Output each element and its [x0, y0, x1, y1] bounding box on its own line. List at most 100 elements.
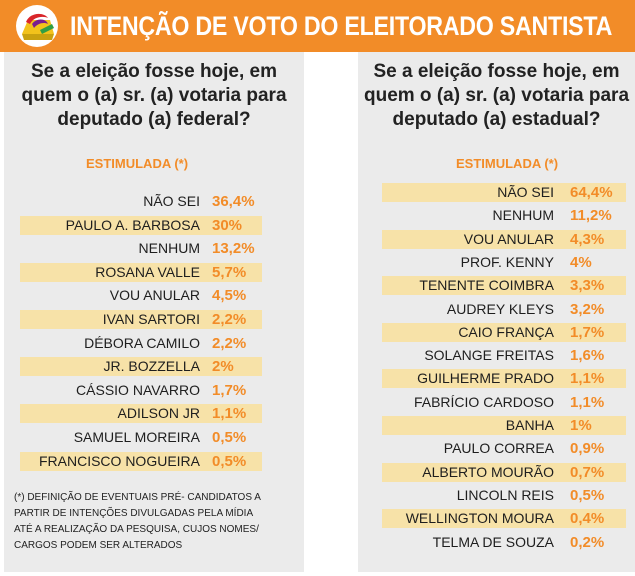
federal-question: Se a eleição fosse hoje, em quem o (a) sr…: [4, 60, 304, 132]
table-row: SAMUEL MOREIRA 0,5%: [4, 428, 304, 447]
candidate-name: NÃO SEI: [497, 184, 554, 200]
vote-percentage: 1,1%: [212, 405, 247, 423]
candidate-name: IVAN SARTORI: [102, 311, 200, 327]
row-highlight: [382, 183, 626, 202]
vote-percentage: 3,3%: [570, 277, 605, 295]
table-row: NÃO SEI 64,4%: [358, 183, 635, 202]
row-highlight: [382, 416, 626, 435]
table-row: NENHUM 11,2%: [358, 206, 635, 225]
table-row: VOU ANULAR 4,3%: [358, 229, 635, 249]
vote-percentage: 3,2%: [570, 300, 605, 318]
footnote-line: ATÉ A REALIZAÇÃO DA PESQUISA, CUJOS NOME…: [14, 524, 259, 535]
footnote-line: PARTIR DE INTENÇÕES DIVULGADAS PELA MÍDI…: [14, 508, 254, 519]
candidate-name: GUILHERME PRADO: [417, 370, 554, 387]
table-row: VOU ANULAR 4,5%: [4, 286, 304, 305]
vote-percentage: 13,2%: [212, 240, 255, 258]
candidate-name: PAULO A. BARBOSA: [65, 216, 200, 233]
table-row: DÉBORA CAMILO 2,2%: [4, 334, 304, 353]
footnote-line: CARGOS PODEM SER ALTERADOS: [14, 540, 183, 551]
candidate-name: PROF. KENNY: [460, 253, 554, 270]
vote-percentage: 1,1%: [570, 370, 605, 388]
vote-percentage: 1,7%: [570, 323, 605, 341]
row-highlight: [20, 404, 262, 424]
candidate-name: ROSANA VALLE: [95, 263, 200, 280]
estadual-panel: Se a eleição fosse hoje, em quem o (a) sr…: [358, 52, 635, 572]
row-highlight: [20, 357, 262, 377]
table-row: TELMA DE SOUZA 0,2%: [358, 533, 635, 552]
table-row: PAULO A. BARBOSA 30%: [4, 215, 304, 235]
vote-percentage: 5,7%: [212, 263, 247, 281]
vote-percentage: 2,2%: [212, 311, 247, 328]
federal-question-line: quem o (a) sr. (a) votaria para: [21, 85, 287, 106]
header-bar: INTENÇÃO DE VOTO DO ELEITORADO SANTISTA: [0, 0, 635, 52]
candidate-name: VOU ANULAR: [109, 287, 200, 304]
candidate-name: SOLANGE FREITAS: [424, 347, 554, 364]
table-row: AUDREY KLEYS 3,2%: [358, 300, 635, 319]
candidate-name: NENHUM: [138, 240, 200, 257]
row-highlight: [20, 262, 262, 282]
vote-percentage: 36,4%: [212, 193, 255, 210]
vote-percentage: 4%: [570, 253, 592, 271]
vote-percentage: 0,5%: [570, 486, 605, 504]
candidate-name: PAULO CORREA: [443, 440, 554, 457]
federal-question-line: deputado (a) federal?: [57, 109, 251, 130]
estadual-question: Se a eleição fosse hoje, em quem o (a) sr…: [358, 60, 635, 132]
candidate-name: NÃO SEI: [143, 193, 200, 209]
candidate-name: FABRÍCIO CARDOSO: [413, 393, 554, 410]
footnote-line: (*) DEFINIÇÃO DE EVENTUAIS PRÉ- CANDIDAT…: [14, 492, 261, 503]
row-highlight: [382, 369, 626, 389]
candidate-name: CÁSSIO NAVARRO: [76, 381, 200, 398]
candidate-name: WELLINGTON MOURA: [405, 510, 554, 527]
row-highlight: [20, 451, 262, 471]
estadual-question-line: quem o (a) sr. (a) votaria para: [363, 85, 630, 106]
vote-percentage: 1,6%: [570, 347, 605, 365]
vote-percentage: 4,5%: [212, 287, 247, 305]
table-row: JR. BOZZELLA 2%: [4, 357, 304, 377]
table-row: CÁSSIO NAVARRO 1,7%: [4, 381, 304, 400]
vote-percentage: 2,2%: [212, 334, 247, 352]
candidate-name: FRANCISCO NOGUEIRA: [38, 452, 200, 469]
vote-percentage: 11,2%: [570, 207, 612, 225]
row-highlight: [382, 229, 626, 249]
vote-percentage: 0,4%: [570, 510, 605, 528]
vote-percentage: 0,2%: [570, 533, 605, 551]
vote-percentage: 1%: [570, 417, 592, 434]
vote-percentage: 4,3%: [570, 230, 605, 248]
candidate-name: DÉBORA CAMILO: [84, 334, 200, 351]
row-highlight: [382, 462, 626, 482]
table-row: TENENTE COIMBRA 3,3%: [358, 276, 635, 296]
vote-percentage: 1,7%: [212, 381, 247, 399]
table-row: LINCOLN REIS 0,5%: [358, 486, 635, 505]
table-row: PROF. KENNY 4%: [358, 253, 635, 272]
estadual-subtitle: ESTIMULADA (*): [456, 156, 559, 171]
candidate-name: BANHA: [505, 417, 554, 433]
footnote: (*) DEFINIÇÃO DE EVENTUAIS PRÉ- CANDIDAT…: [14, 490, 299, 554]
table-row: PAULO CORREA 0,9%: [358, 439, 635, 458]
estadual-question-line: Se a eleição fosse hoje, em: [373, 61, 620, 82]
vote-percentage: 64,4%: [570, 184, 613, 201]
vote-percentage: 0,5%: [212, 452, 247, 470]
candidate-name: JR. BOZZELLA: [103, 358, 200, 375]
table-row: SOLANGE FREITAS 1,6%: [358, 346, 635, 365]
table-row: ADILSON JR 1,1%: [4, 404, 304, 424]
federal-question-line: Se a eleição fosse hoje, em: [30, 61, 278, 82]
vote-percentage: 1,1%: [570, 393, 605, 411]
table-row: WELLINGTON MOURA 0,4%: [358, 509, 635, 529]
estadual-question-line: deputado (a) estadual?: [392, 109, 601, 130]
row-highlight: [20, 310, 262, 329]
candidate-name: LINCOLN REIS: [456, 486, 554, 503]
row-highlight: [382, 322, 626, 342]
table-row: GUILHERME PRADO 1,1%: [358, 369, 635, 389]
candidate-name: ALBERTO MOURÃO: [422, 463, 554, 480]
page-title: INTENÇÃO DE VOTO DO ELEITORADO SANTISTA: [70, 11, 613, 41]
federal-panel: Se a eleição fosse hoje, em quem o (a) sr…: [4, 52, 304, 572]
federal-subtitle: ESTIMULADA (*): [86, 156, 189, 171]
row-highlight: [382, 276, 626, 296]
candidate-name: NENHUM: [492, 207, 554, 224]
vote-percentage: 2%: [212, 358, 234, 376]
candidate-name: ADILSON JR: [117, 405, 200, 422]
candidate-name: SAMUEL MOREIRA: [73, 429, 200, 445]
table-row: FABRÍCIO CARDOSO 1,1%: [358, 393, 635, 412]
row-highlight: [20, 215, 262, 235]
